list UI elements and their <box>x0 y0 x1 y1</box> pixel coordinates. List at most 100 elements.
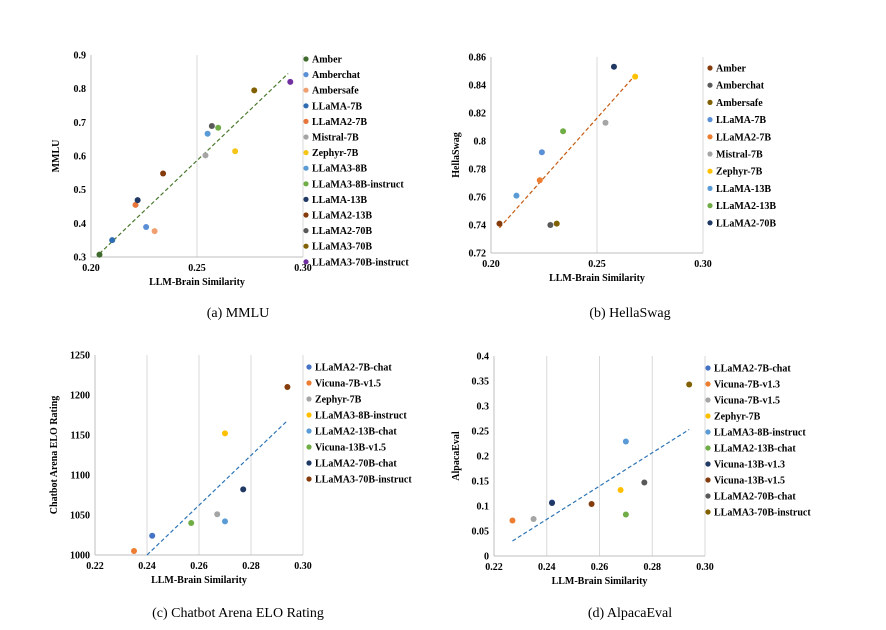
legend-label: LLaMA3-70B-instruct <box>312 257 409 268</box>
x-axis-label: LLM-Brain Similarity <box>151 575 247 586</box>
y-tick-label: 0.1 <box>477 502 490 513</box>
y-tick-label: 0.86 <box>469 53 487 64</box>
legend-label: LLaMA3-8B-instruct <box>714 428 806 439</box>
x-tick-label: 0.30 <box>696 562 714 573</box>
legend-label: LLaMA2-13B <box>716 201 776 212</box>
y-tick-label: 0.3 <box>74 253 87 264</box>
y-tick-label: 0.84 <box>469 81 487 92</box>
y-tick-label: 1250 <box>70 351 90 362</box>
data-point-vicuna-13b-v1-5 <box>188 520 195 526</box>
x-tick-label: 0.30 <box>694 259 712 270</box>
subfigure-caption: (c) Chatbot Arena ELO Rating <box>152 606 324 621</box>
x-tick-label: 0.30 <box>294 561 312 572</box>
legend-label: LLaMA2-7B-chat <box>315 363 392 374</box>
x-axis-label: LLM-Brain Similarity <box>549 273 645 284</box>
data-point-llama3-70b-instruct <box>287 78 294 85</box>
data-point-llama2-70b <box>610 63 617 70</box>
y-tick-label: 0.72 <box>469 249 487 260</box>
data-point-llama3-8b-instruct <box>622 438 629 445</box>
data-point-vicuna-13b-v1-3 <box>549 500 556 506</box>
legend-marker <box>303 196 309 202</box>
legend: LLaMA2-7B-chat Vicuna-7B-v1.3 Vicuna-7B-v1… <box>705 364 811 519</box>
legend-label: LLaMA2-13B-chat <box>714 444 796 455</box>
legend-marker <box>303 72 309 78</box>
legend-marker <box>705 381 711 387</box>
y-tick-label: 0.6 <box>74 152 87 163</box>
legend-marker <box>303 56 309 62</box>
y-tick-label: 0.7 <box>74 118 87 129</box>
legend-label: LLaMA3-8B-instruct <box>315 411 407 422</box>
legend-marker <box>705 509 711 515</box>
trend-line <box>99 73 289 255</box>
data-point-llama-13b <box>134 197 141 204</box>
data-point-llama2-13b-chat <box>222 518 228 525</box>
y-tick-label: 0.76 <box>469 193 487 204</box>
legend: Amber Amberchat Ambersafe LLaMA-7B LLaMA2-7B… <box>303 55 409 268</box>
x-tick-label: 0.30 <box>294 263 312 274</box>
data-point-vicuna-7b-v1-5 <box>530 516 537 522</box>
data-point-zephyr-7b <box>232 148 239 155</box>
legend-label: LLaMA3-8B-instruct <box>312 179 404 190</box>
y-tick-label: 1050 <box>70 511 90 522</box>
legend-marker <box>707 65 713 71</box>
data-point-amber <box>496 220 503 227</box>
legend-marker <box>306 364 312 370</box>
legend-marker <box>303 118 309 124</box>
data-point-zephyr-7b <box>617 487 624 493</box>
x-tick-label: 0.28 <box>644 562 662 573</box>
data-point-zephyr-7b <box>214 511 221 518</box>
trend-line <box>146 420 288 556</box>
legend-label: Vicuna-13B-v1.3 <box>714 460 785 471</box>
legend-label: LLaMA2-70B-chat <box>315 459 397 470</box>
legend-label: LLaMA3-70B-instruct <box>714 508 811 519</box>
data-point-amberchat <box>143 224 150 231</box>
chart-panel-1: 0.20 0.25 0.30 0.3 0.4 0.5 0.6 0.7 0.8 0.9 LLM-Bra… <box>51 51 409 322</box>
data-point-llama2-13b <box>160 170 167 177</box>
trend-line <box>499 74 636 229</box>
legend-label: LLaMA-7B <box>312 101 362 112</box>
trend-line <box>512 428 690 542</box>
legend-marker <box>303 150 309 156</box>
y-axis-label: HellaSwag <box>451 132 462 178</box>
legend-label: LLaMA3-70B <box>312 242 372 253</box>
y-tick-label: 0.74 <box>469 221 487 232</box>
y-tick-label: 0.9 <box>74 51 87 62</box>
y-tick-label: 1000 <box>70 551 90 562</box>
legend-label: Mistral-7B <box>716 150 763 161</box>
x-tick-label: 0.22 <box>86 561 104 572</box>
legend-label: Zephyr-7B <box>714 412 761 423</box>
legend-marker <box>705 429 711 435</box>
legend-label: LLaMA2-70B-chat <box>714 492 796 503</box>
data-point-llama2-13b-chat <box>622 511 629 518</box>
legend-marker <box>306 460 312 466</box>
data-point-llama3-70b-instruct <box>284 384 291 390</box>
data-point-llama2-7b-chat <box>149 532 156 539</box>
chart-panel-4: 0.22 0.24 0.26 0.28 0.30 0 0.05 0.1 0.15 0.2 0.25 0… <box>451 352 811 622</box>
y-tick-label: 0.35 <box>472 377 490 388</box>
legend-label: Ambersafe <box>716 98 763 109</box>
legend-label: Zephyr-7B <box>312 148 359 159</box>
y-tick-label: 0.15 <box>472 477 490 488</box>
x-tick-label: 0.26 <box>190 561 208 572</box>
data-point-mistral-7b <box>602 119 609 126</box>
x-tick-label: 0.20 <box>482 259 500 270</box>
data-point-llama3-70b-instruct <box>686 381 693 388</box>
data-point-llama-13b <box>513 192 520 199</box>
legend-label: Vicuna-7B-v1.3 <box>714 380 780 391</box>
x-tick-label: 0.24 <box>138 561 156 572</box>
legend-label: Vicuna-7B-v1.5 <box>315 379 381 390</box>
x-tick-label: 0.20 <box>82 263 100 274</box>
legend-label: LLaMA2-13B <box>312 211 372 222</box>
legend-marker <box>303 212 309 218</box>
y-tick-label: 0.3 <box>477 402 490 413</box>
subfigure-caption: (a) MMLU <box>207 306 270 321</box>
data-point-llama2-13b <box>560 128 567 135</box>
legend-label: Ambersafe <box>312 86 359 97</box>
data-point-llama-7b <box>109 237 116 244</box>
x-tick-label: 0.22 <box>485 562 503 573</box>
legend-label: LLaMA2-7B <box>312 117 367 128</box>
legend-label: Amberchat <box>312 70 361 81</box>
legend-marker <box>705 461 711 467</box>
legend-label: LLaMA2-70B <box>312 226 372 237</box>
